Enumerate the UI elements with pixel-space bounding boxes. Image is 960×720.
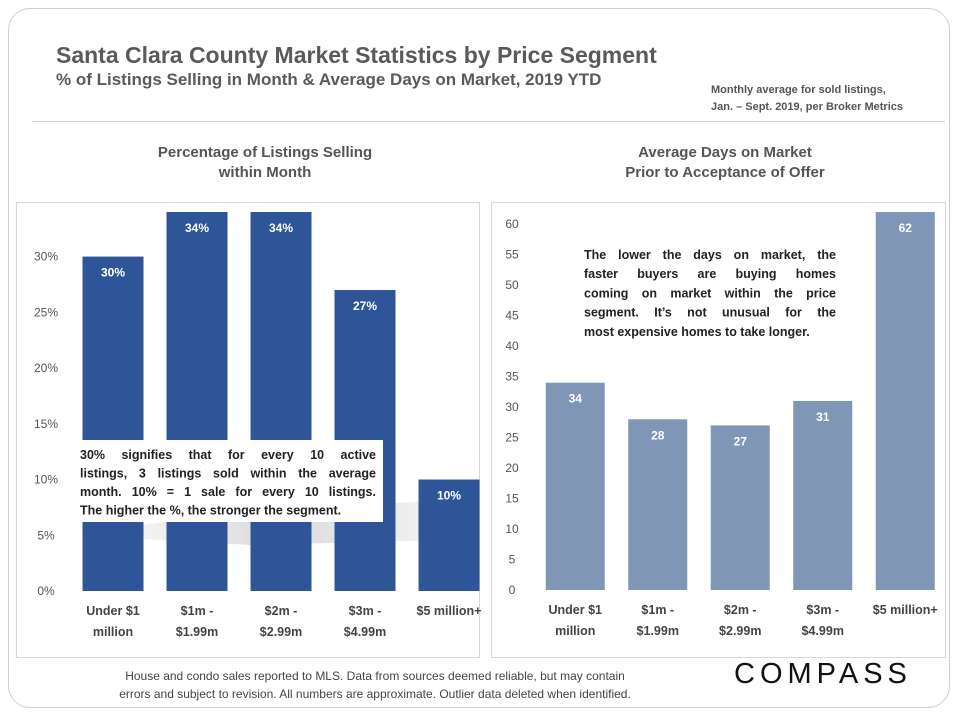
slide-frame <box>8 8 950 708</box>
pct-data-label: 27% <box>353 299 377 313</box>
dom-annotation-line: The lower the days on market, the <box>584 248 836 262</box>
dom-category-label: $2m - <box>724 603 757 617</box>
pct-ytick-label: 30% <box>34 250 58 264</box>
dom-annotation-line: most expensive homes to take longer. <box>584 325 810 339</box>
dom-ytick-label: 5 <box>509 553 516 567</box>
dom-ytick-label: 25 <box>505 431 519 445</box>
pct-category-label: $4.99m <box>344 625 386 639</box>
pct-data-label: 30% <box>101 266 125 280</box>
dom-ytick-label: 35 <box>505 370 519 384</box>
pct-category-label: $2m - <box>265 604 298 618</box>
dom-ytick-label: 10 <box>505 522 519 536</box>
pct-ytick-label: 5% <box>37 528 55 542</box>
dom-category-label: Under $1 <box>549 603 603 617</box>
pct-data-label: 34% <box>185 221 209 235</box>
dom-bar <box>875 212 935 590</box>
dom-category-label: $5 million+ <box>873 603 938 617</box>
right-chart-title-line1: Average Days on Market <box>638 144 812 161</box>
dom-ytick-label: 55 <box>505 248 519 262</box>
pct-category-label: million <box>93 625 133 639</box>
dom-bar <box>793 401 853 590</box>
source-note-line1: Monthly average for sold listings, <box>711 84 886 96</box>
pct-category-label: $1.99m <box>176 625 218 639</box>
pct-annotation-box <box>71 440 383 522</box>
left-chart-title: Percentage of Listings Selling within Mo… <box>95 143 435 183</box>
pct-bar <box>166 212 228 591</box>
dom-data-label: 62 <box>899 221 913 235</box>
dom-category-label: $1.99m <box>637 624 679 638</box>
pct-ytick-label: 25% <box>34 305 58 319</box>
page-title: Santa Clara County Market Statistics by … <box>56 42 657 68</box>
dom-annotation-line: coming on market within the price <box>584 286 836 300</box>
dom-annotation-line: faster buyers are buying homes <box>584 267 836 281</box>
dom-data-label: 27 <box>734 434 748 448</box>
pct-ytick-label: 20% <box>34 361 58 375</box>
dom-ytick-label: 30 <box>505 400 519 414</box>
dom-ytick-label: 40 <box>505 339 519 353</box>
pct-bar <box>82 256 144 591</box>
dom-data-label: 34 <box>569 392 583 406</box>
right-chart-title-line2: Prior to Acceptance of Offer <box>625 164 825 181</box>
right-chart-title: Average Days on Market Prior to Acceptan… <box>555 143 895 183</box>
compass-logo: COMPASS <box>734 658 912 690</box>
dom-ytick-label: 50 <box>505 278 519 292</box>
dom-data-label: 31 <box>816 410 830 424</box>
dom-bar <box>545 382 605 590</box>
pct-category-label: $5 million+ <box>417 604 482 618</box>
pct-category-label: $2.99m <box>260 625 302 639</box>
pct-ytick-label: 15% <box>34 417 58 431</box>
dom-ytick-label: 45 <box>505 309 519 323</box>
dom-ytick-label: 20 <box>505 461 519 475</box>
pct-ytick-label: 10% <box>34 473 58 487</box>
dom-data-label: 28 <box>651 428 665 442</box>
dom-ytick-label: 60 <box>505 217 519 231</box>
pct-data-label: 10% <box>437 489 461 503</box>
dom-bar <box>710 425 770 590</box>
dom-category-label: million <box>555 624 595 638</box>
pct-category-label: $3m - <box>349 604 382 618</box>
left-chart-title-line1: Percentage of Listings Selling <box>157 144 373 161</box>
pct-annotation-line: 30% signifies that for every 10 active <box>80 448 376 462</box>
pct-annotation-line: The higher the %, the stronger the segme… <box>80 504 341 518</box>
page-subtitle: % of Listings Selling in Month & Average… <box>56 70 602 89</box>
pct-ytick-label: 0% <box>37 584 55 598</box>
disclaimer: House and condo sales reported to MLS. D… <box>60 667 690 703</box>
pct-category-label: $1m - <box>181 604 214 618</box>
header-divider <box>32 121 945 122</box>
dom-annotation-line: segment. It’s not unusual for the <box>584 306 836 320</box>
dom-bar <box>628 419 688 590</box>
left-chart-title-line2: within Month <box>218 164 312 181</box>
pct-data-label: 34% <box>269 221 293 235</box>
source-note-line2: Jan. – Sept. 2019, per Broker Metrics <box>711 101 903 113</box>
pct-annotation-line: listings, 3 listings sold within the ave… <box>80 467 376 481</box>
dom-category-label: $1m - <box>641 603 674 617</box>
pct-bar <box>250 212 312 591</box>
pct-bar <box>418 479 480 591</box>
dom-ytick-label: 0 <box>509 583 516 597</box>
dom-category-label: $3m - <box>806 603 839 617</box>
pct-category-label: Under $1 <box>86 604 140 618</box>
source-note: Monthly average for sold listings, Jan. … <box>711 82 903 116</box>
pct-annotation-line: month. 10% = 1 sale for every 10 listing… <box>80 485 376 499</box>
disclaimer-line1: House and condo sales reported to MLS. D… <box>125 669 625 683</box>
dom-ytick-label: 15 <box>505 492 519 506</box>
dom-category-label: $4.99m <box>802 624 844 638</box>
disclaimer-line2: errors and subject to revision. All numb… <box>119 687 631 701</box>
dom-category-label: $2.99m <box>719 624 761 638</box>
